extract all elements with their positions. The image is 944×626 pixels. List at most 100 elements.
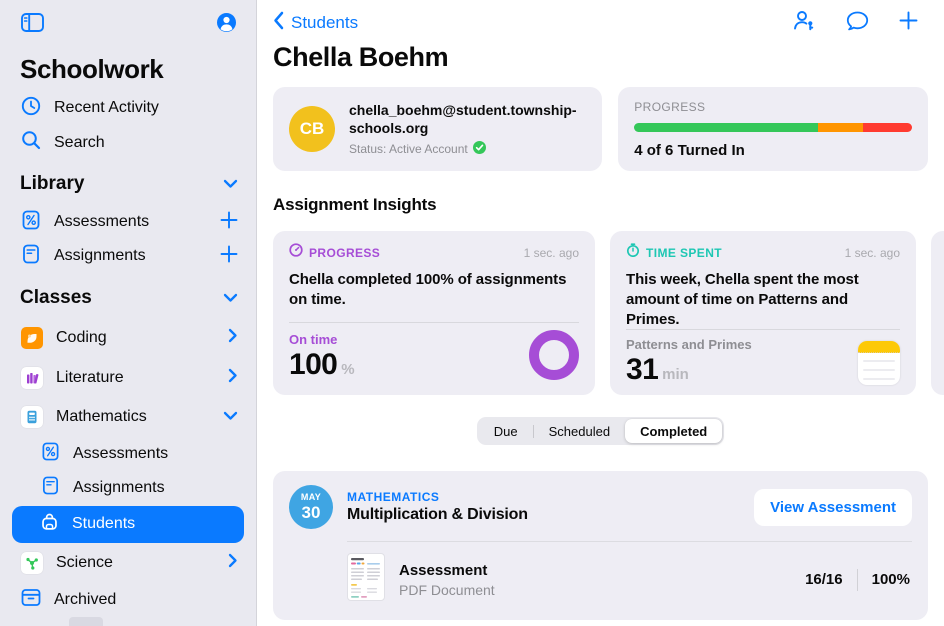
percent-doc-icon <box>21 210 41 235</box>
sidebar-section-classes[interactable]: Classes <box>0 278 256 319</box>
sidebar-item-search[interactable]: Search <box>0 125 256 159</box>
chevron-right-icon <box>228 328 238 348</box>
assignment-card: MAY 30 MATHEMATICS Multiplication & Divi… <box>273 471 928 620</box>
date-badge: MAY 30 <box>289 485 333 529</box>
sidebar-item-archived[interactable]: Archived <box>0 583 256 617</box>
sidebar-item-science[interactable]: Science <box>0 544 256 583</box>
sidebar-item-label: Archived <box>54 590 117 608</box>
status-text: Status: Active Account <box>349 142 468 157</box>
sidebar-toolbar <box>0 0 256 38</box>
add-icon[interactable] <box>899 11 918 35</box>
back-label: Students <box>291 13 359 32</box>
sidebar-toggle-icon[interactable] <box>21 13 44 37</box>
sidebar-item-assessments[interactable]: Assessments <box>0 205 256 239</box>
sidebar-item-label: Assessments <box>54 213 150 231</box>
view-assessment-button[interactable]: View Assessment <box>754 488 912 526</box>
chevron-down-icon <box>223 408 238 426</box>
chat-icon[interactable] <box>846 11 869 36</box>
divider <box>347 541 912 542</box>
date-day: 30 <box>301 503 321 522</box>
sidebar-item-assignments[interactable]: Assignments <box>0 239 256 273</box>
back-chevron-icon <box>273 11 284 35</box>
sidebar-item-label: Assessments <box>73 444 169 462</box>
metric-label: On time <box>289 332 338 347</box>
assignments-filter-segmented-control: Due Scheduled Completed <box>476 417 725 445</box>
clock-icon <box>21 96 41 121</box>
stopwatch-icon <box>626 243 640 262</box>
sidebar-item-coding[interactable]: Coding <box>0 319 256 358</box>
archive-icon <box>21 588 41 612</box>
tab-due[interactable]: Due <box>493 423 518 439</box>
date-month: MAY <box>300 492 322 502</box>
account-icon[interactable] <box>216 12 237 38</box>
gauge-icon <box>289 243 303 262</box>
metric-value: 31 <box>626 353 659 387</box>
add-icon[interactable] <box>220 245 238 268</box>
sidebar-item-label: Students <box>72 515 136 533</box>
sidebar-item-literature[interactable]: Literature <box>0 358 256 397</box>
navigation-bar: Students <box>273 0 928 38</box>
sidebar-item-label: Coding <box>56 329 107 347</box>
main-content: Students Chella Boehm CB chella_boehm@st… <box>257 0 944 626</box>
chevron-right-icon <box>228 553 238 573</box>
insight-tag: PROGRESS <box>309 245 381 260</box>
chevron-right-icon <box>228 368 238 388</box>
turned-in-progress-bar <box>634 123 912 132</box>
add-student-icon[interactable] <box>793 10 816 36</box>
assignment-subject: MATHEMATICS <box>347 490 440 504</box>
metric-unit: min <box>662 366 689 384</box>
chevron-down-icon <box>223 287 238 309</box>
nav-actions <box>793 10 928 36</box>
check-icon <box>472 141 486 157</box>
sidebar-item-students[interactable]: Students <box>12 506 244 543</box>
insight-text: Chella completed 100% of assignments on … <box>289 271 567 308</box>
metric-unit: % <box>341 361 355 378</box>
student-status: Status: Active Account <box>349 141 584 157</box>
sidebar-item-math-assignments[interactable]: Assignments <box>0 471 256 505</box>
insight-card-time-spent: TIME SPENT 1 sec. ago This week, Chella … <box>610 231 916 395</box>
score-fraction: 16/16 <box>805 571 843 588</box>
back-button[interactable]: Students <box>273 11 358 35</box>
sidebar-item-label: Assignments <box>73 479 165 497</box>
insight-card-progress: PROGRESS 1 sec. ago Chella completed 100… <box>273 231 595 395</box>
student-email: chella_boehm@student.township-schools.or… <box>349 101 577 136</box>
student-account-card: CB chella_boehm@student.township-schools… <box>273 87 603 171</box>
turned-in-text: 4 of 6 Turned In <box>634 142 745 159</box>
search-icon <box>21 130 41 155</box>
progress-label: PROGRESS <box>634 100 706 114</box>
tab-scheduled[interactable]: Scheduled <box>548 423 611 439</box>
insight-timestamp: 1 sec. ago <box>523 245 579 260</box>
backpack-icon <box>40 512 59 536</box>
pdf-thumbnail <box>347 553 385 606</box>
assignment-title: Multiplication & Division <box>347 506 528 523</box>
turned-in-progress-card: PROGRESS 4 of 6 Turned In <box>618 87 928 171</box>
sidebar-section-library[interactable]: Library <box>0 164 256 205</box>
student-info-row: CB chella_boehm@student.township-schools… <box>273 87 928 171</box>
tab-completed[interactable]: Completed <box>625 419 723 443</box>
sidebar-item-mathematics[interactable]: Mathematics <box>0 397 256 436</box>
sidebar-item-label: Recent Activity <box>54 99 159 117</box>
document-type: PDF Document <box>399 581 495 598</box>
sidebar: Schoolwork Recent Activity Search Librar… <box>0 0 257 626</box>
divider <box>856 568 858 591</box>
sidebar-item-recent-activity[interactable]: Recent Activity <box>0 91 256 125</box>
score-percent: 100% <box>871 571 910 588</box>
insight-timestamp: 1 sec. ago <box>844 245 900 260</box>
sidebar-item-label: Mathematics <box>56 407 147 425</box>
insight-card-clipped <box>931 231 944 395</box>
section-label: Classes <box>20 287 92 309</box>
add-icon[interactable] <box>220 211 238 234</box>
metric-label: Patterns and Primes <box>626 337 752 353</box>
clipped-sidebar-item <box>69 617 103 626</box>
mathematics-class-icon <box>21 405 43 428</box>
section-label: Library <box>20 173 85 195</box>
insights-row: PROGRESS 1 sec. ago Chella completed 100… <box>273 231 944 395</box>
insights-heading: Assignment Insights <box>273 195 437 214</box>
assessment-document-row[interactable]: Assessment PDF Document 16/16 100% <box>347 542 912 606</box>
sidebar-item-math-assessments[interactable]: Assessments <box>0 437 256 471</box>
sidebar-item-label: Literature <box>56 368 124 386</box>
assignment-doc-icon <box>41 476 60 500</box>
sidebar-item-label: Search <box>54 133 105 151</box>
insight-text: This week, Chella spent the most amount … <box>626 271 859 328</box>
